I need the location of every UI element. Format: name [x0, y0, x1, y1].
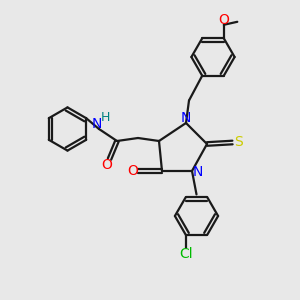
Text: N: N: [181, 112, 191, 125]
Text: H: H: [101, 111, 110, 124]
Text: N: N: [192, 166, 203, 179]
Text: O: O: [101, 158, 112, 172]
Text: Cl: Cl: [179, 247, 193, 261]
Text: N: N: [92, 117, 102, 130]
Text: O: O: [127, 164, 138, 178]
Text: O: O: [218, 13, 229, 27]
Text: S: S: [234, 136, 243, 149]
